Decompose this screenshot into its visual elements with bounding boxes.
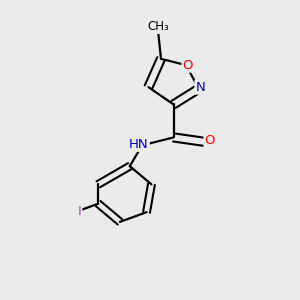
Text: HN: HN [129,138,149,151]
Text: I: I [77,205,81,218]
Text: O: O [182,58,193,72]
Text: CH₃: CH₃ [147,20,169,33]
Text: O: O [205,134,215,147]
Text: N: N [195,81,205,94]
